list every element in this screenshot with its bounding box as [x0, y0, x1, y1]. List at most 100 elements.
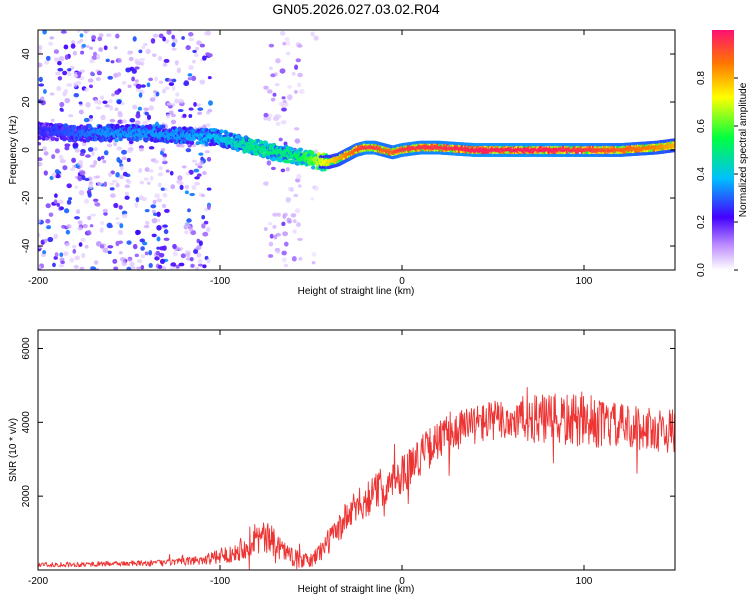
spectrogram-point [162, 224, 168, 228]
spectrogram-point [128, 56, 134, 62]
spectrogram-point [297, 184, 302, 188]
spectrogram-point [172, 251, 178, 257]
spectrogram-point [60, 30, 67, 34]
spectrogram-point [138, 92, 143, 98]
spectrogram-point [272, 213, 278, 217]
spectrogram-point [156, 225, 162, 231]
spectrogram-point [285, 40, 291, 46]
spectrogram-point [126, 266, 132, 270]
spectrogram-point [281, 96, 286, 100]
spectrogram-point [54, 252, 59, 257]
spectrogram-point [51, 172, 57, 178]
spectrogram-point [55, 71, 61, 76]
spectrogram-point [78, 242, 83, 247]
spectrogram-point [170, 113, 176, 118]
spectrogram-point [287, 220, 292, 224]
spectrogram-point [77, 226, 83, 231]
spectrogram-point [47, 236, 54, 243]
spectrogram-point [62, 70, 68, 76]
spectrogram-x-label: Height of straight line (km) [298, 286, 415, 297]
spectrogram-point [97, 156, 102, 162]
spectrogram-point [285, 197, 291, 203]
spectrogram-point [152, 124, 157, 129]
spectrogram-point [58, 56, 65, 62]
spectrogram-point [136, 258, 143, 264]
spectrogram-point [54, 148, 60, 154]
spectrogram-point [149, 169, 154, 173]
spectrogram-point [161, 124, 166, 129]
spectrogram-point [166, 30, 172, 35]
spectrogram-point [313, 185, 319, 191]
spectrogram-points [38, 30, 675, 270]
spectrogram-point [134, 202, 139, 208]
spectrogram-point [154, 76, 159, 82]
spectrogram-point [168, 78, 173, 82]
spectrogram-point [115, 33, 120, 39]
spectrogram-point [192, 49, 197, 53]
spectrogram-point [64, 242, 71, 247]
spectrogram-point [134, 137, 140, 142]
spectrogram-point [121, 260, 127, 267]
spectrogram-point [108, 99, 113, 104]
x-tick-label: -100 [210, 276, 230, 287]
spectrogram-point [134, 253, 139, 258]
spectrogram-point [127, 258, 133, 262]
spectrogram-point [294, 64, 299, 70]
spectrogram-point [74, 148, 80, 153]
spectrogram-point [73, 82, 78, 88]
spectrogram-point [140, 265, 145, 270]
spectrogram-point [206, 156, 212, 162]
spectrogram-point [52, 262, 56, 268]
spectrogram-point [113, 266, 119, 270]
spectrogram-point [280, 30, 286, 36]
spectrogram-point [68, 197, 73, 201]
spectrogram-point [272, 224, 277, 229]
spectrogram-point [162, 192, 168, 198]
spectrogram-point [98, 124, 103, 129]
spectrogram-point [100, 114, 106, 121]
spectrogram-point [38, 161, 43, 167]
spectrogram-point [119, 223, 124, 229]
spectrogram-point [84, 87, 89, 92]
spectrogram-point [98, 33, 104, 38]
spectrogram-point [76, 30, 81, 33]
spectrogram-point [138, 147, 145, 152]
spectrogram-point [102, 247, 109, 253]
spectrogram-point [162, 160, 168, 165]
spectrogram-point [150, 204, 157, 209]
spectrogram-point [135, 229, 141, 236]
spectrogram-point [311, 165, 316, 170]
spectrogram-point [294, 90, 298, 94]
spectrogram-point [171, 47, 177, 51]
spectrogram-point [188, 65, 194, 70]
spectrogram-point [204, 31, 208, 36]
spectrogram-point [163, 237, 170, 241]
spectrogram-point [107, 250, 112, 255]
spectrogram-point [310, 197, 315, 201]
y-tick-label: 2000 [21, 485, 32, 508]
spectrogram-point [139, 57, 146, 62]
spectrogram-point [102, 208, 108, 214]
spectrogram-point [185, 257, 191, 261]
spectrogram-point [196, 252, 202, 258]
spectrogram-point [126, 240, 132, 245]
spectrogram-point [81, 174, 86, 181]
spectrogram-point [73, 93, 80, 98]
spectrogram-point [83, 117, 90, 123]
spectrogram-point [159, 258, 166, 265]
spectrogram-point [64, 97, 71, 104]
y-tick-label: 6000 [21, 337, 32, 360]
spectrogram-point [178, 262, 185, 267]
spectrogram-point [140, 84, 146, 88]
spectrogram-point [282, 212, 289, 217]
spectrogram-point [50, 118, 55, 122]
spectrogram-point [152, 33, 159, 38]
spectrogram-point [60, 260, 65, 265]
spectrogram-point [79, 266, 85, 270]
spectrogram-point [38, 83, 45, 87]
spectrogram-point [74, 185, 78, 189]
spectrogram-point [207, 204, 211, 210]
spectrogram-point [294, 127, 300, 131]
spectrogram-point [201, 193, 206, 198]
